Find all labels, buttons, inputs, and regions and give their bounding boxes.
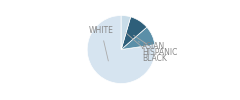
Text: ASIAN: ASIAN bbox=[138, 42, 166, 51]
Wedge shape bbox=[121, 27, 155, 50]
Wedge shape bbox=[121, 16, 131, 50]
Text: BLACK: BLACK bbox=[126, 33, 167, 63]
Wedge shape bbox=[87, 16, 155, 84]
Text: HISPANIC: HISPANIC bbox=[134, 35, 178, 57]
Wedge shape bbox=[121, 17, 147, 50]
Text: WHITE: WHITE bbox=[89, 26, 114, 61]
